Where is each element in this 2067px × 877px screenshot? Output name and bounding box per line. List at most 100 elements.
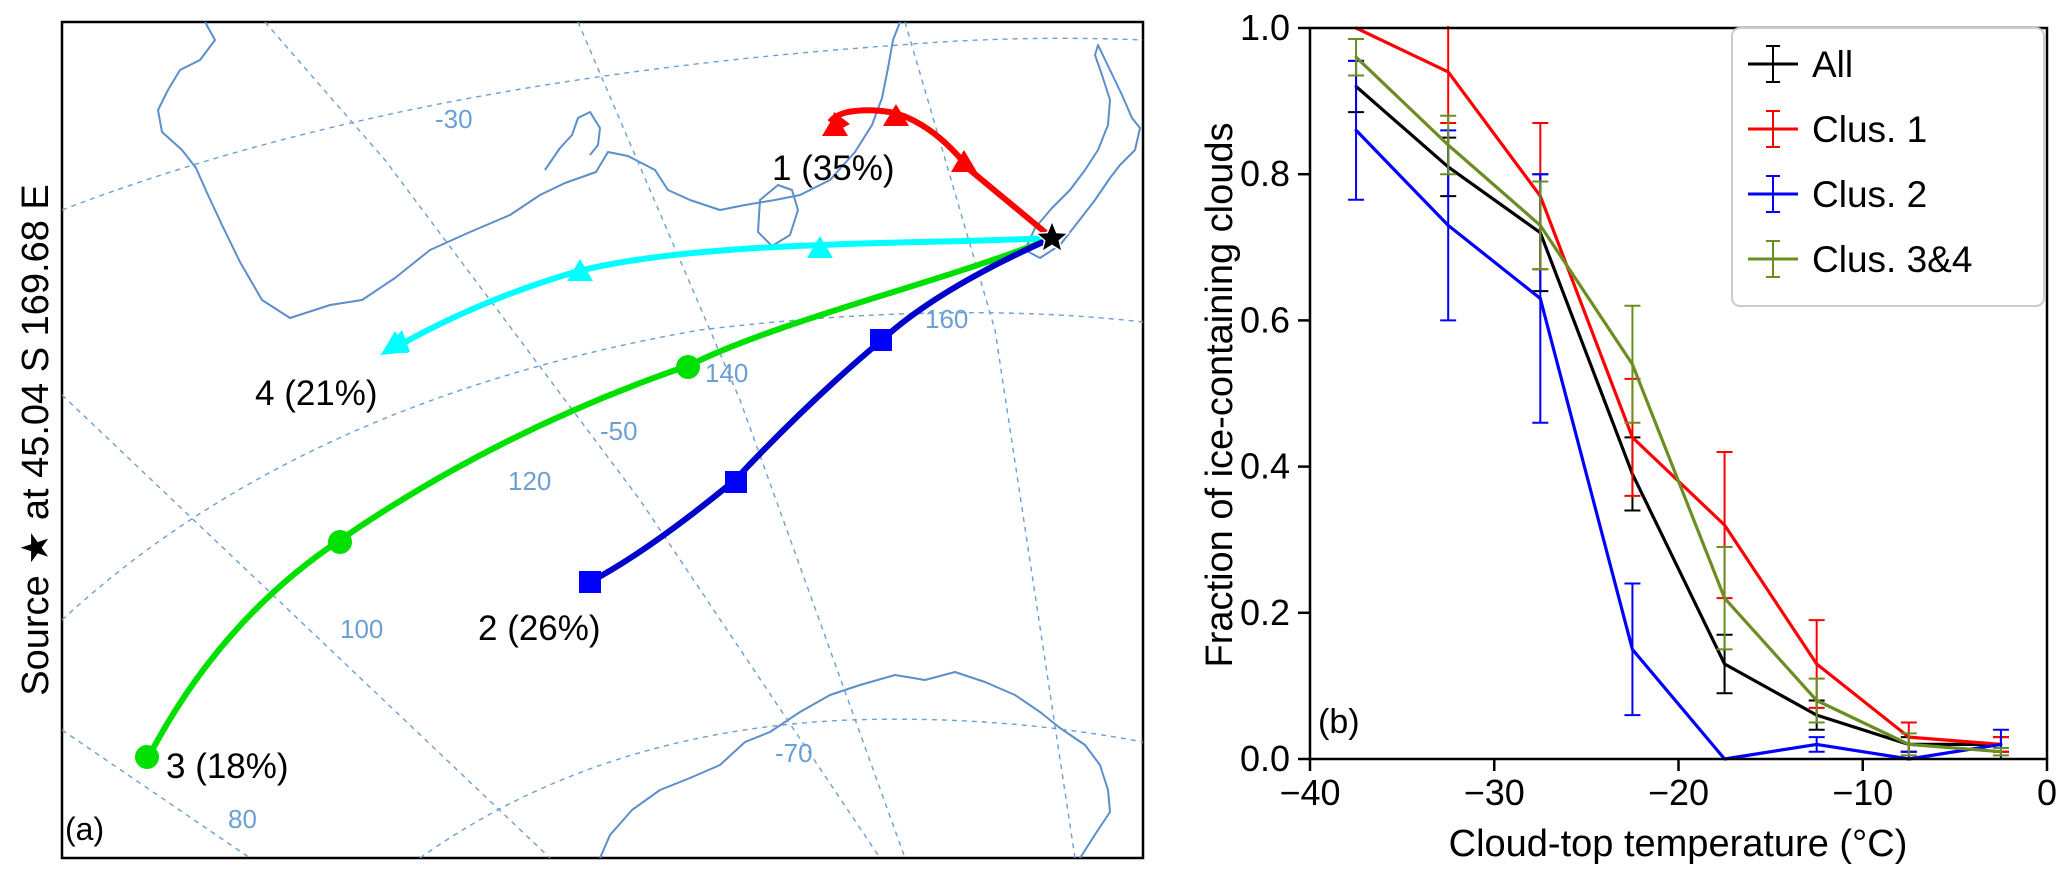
data-point (1815, 662, 1819, 666)
longitude-line (904, 22, 1076, 858)
panel-b-label: (b) (1318, 703, 1360, 741)
trajectory-label-4: 4 (21%) (255, 374, 378, 413)
trajectory-map-panel: -30 -50 -70 80 100 120 140 160 (15, 20, 1145, 860)
chart-y-axis-label: Fraction of ice-containing clouds (1199, 123, 1241, 668)
grid-label-lat-70: -70 (775, 738, 813, 768)
chart-ticks: −40 −30 −20 −10 0 0.0 0.2 0.4 0.6 0.8 1.0 (1240, 7, 2057, 813)
trajectory-4-marker (807, 236, 833, 258)
data-point (1630, 435, 1634, 439)
source-location-label: Source ★ at 45.04 S 169.68 E (15, 184, 57, 696)
trajectory-3-marker (328, 530, 352, 554)
trajectory-4-marker (567, 259, 593, 281)
chart-x-axis-label: Cloud-top temperature (°C) (1449, 823, 1908, 865)
trajectory-2-line (588, 235, 1054, 585)
latitude-line (62, 37, 1143, 211)
x-tick-label: 0 (2037, 772, 2057, 813)
series-line (1354, 129, 2002, 761)
graticule-labels: -30 -50 -70 80 100 120 140 160 (228, 104, 968, 834)
data-point (1630, 647, 1634, 651)
y-tick-label: 1.0 (1240, 7, 1290, 48)
trajectory-1-marker (822, 114, 848, 136)
data-point (1907, 742, 1911, 746)
series-4 (1348, 37, 2009, 757)
grid-label-lon-100: 100 (340, 614, 383, 644)
x-tick-label: −30 (1464, 772, 1525, 813)
legend-label: Clus. 2 (1812, 174, 1927, 215)
trajectory-cluster-4 (380, 235, 1053, 355)
antarctica-coastline (599, 671, 1111, 858)
trajectory-3-marker (135, 745, 159, 769)
y-tick-label: 0.6 (1240, 299, 1290, 340)
data-point (1446, 70, 1450, 74)
data-point (1630, 362, 1634, 366)
chart-legend: All Clus. 1 Clus. 2 Clus. 3&4 (1731, 27, 2045, 307)
trajectory-2-marker (725, 471, 747, 493)
data-point (1538, 296, 1542, 300)
longitude-line (62, 394, 551, 858)
trajectory-2-marker (870, 329, 892, 351)
series-line (1354, 56, 2002, 754)
data-point (1815, 742, 1819, 746)
trajectory-2-marker (579, 571, 601, 593)
trajectory-1-marker (951, 150, 977, 172)
x-tick-label: −20 (1648, 772, 1709, 813)
data-point (1538, 223, 1542, 227)
tasmania-coastline (757, 184, 799, 247)
trajectory-cluster-3 (135, 235, 1054, 769)
data-point (1815, 699, 1819, 703)
legend-label: Clus. 1 (1812, 109, 1927, 150)
trajectory-4-marker (382, 331, 408, 353)
data-point (1446, 223, 1450, 227)
data-point (1723, 596, 1727, 600)
trajectory-cluster-1 (822, 104, 1054, 241)
trajectory-label-1: 1 (35%) (772, 149, 895, 188)
trajectory-3-line (145, 235, 1054, 760)
data-point (1999, 742, 2003, 746)
data-point (1723, 523, 1727, 527)
gulf-coastline (544, 111, 601, 171)
data-point (1446, 143, 1450, 147)
legend-item: Clus. 3&4 (1748, 239, 1972, 280)
legend-label: All (1812, 44, 1853, 85)
data-point (1354, 128, 1358, 132)
trajectories (135, 104, 1071, 769)
y-tick-label: 0.4 (1240, 446, 1290, 487)
trajectory-cluster-2 (579, 235, 1054, 593)
trajectory-4-line (398, 235, 1053, 348)
legend-item: Clus. 1 (1748, 109, 1927, 150)
coastlines (157, 22, 1141, 858)
trajectory-labels: 1 (35%) 2 (26%) 3 (18%) 4 (21%) (166, 149, 895, 786)
y-tick-label: 0.0 (1240, 738, 1290, 779)
trajectory-1-marker (883, 104, 909, 126)
data-point (1999, 750, 2003, 754)
legend-item: All (1748, 44, 1853, 85)
ice-fraction-chart-panel: −40 −30 −20 −10 0 0.0 0.2 0.4 0.6 0.8 1.0 Fraction… (1199, 7, 2057, 865)
series-line (1355, 85, 2001, 747)
trajectory-label-3: 3 (18%) (166, 747, 289, 786)
grid-label-lon-140: 140 (705, 358, 748, 388)
legend-item: Clus. 2 (1748, 174, 1927, 215)
grid-label-lon-120: 120 (508, 466, 551, 496)
longitude-line (62, 729, 251, 858)
longitude-line (577, 22, 906, 858)
legend-items: All Clus. 1 Clus. 2 Clus. 3&4 (1748, 44, 1972, 280)
legend-label: Clus. 3&4 (1812, 239, 1972, 280)
y-tick-label: 0.2 (1240, 592, 1290, 633)
map-graticule (62, 22, 1143, 858)
grid-label-lon-80: 80 (228, 804, 257, 834)
latitude-line (62, 312, 1143, 621)
australia-coastline (157, 22, 901, 319)
data-point (1354, 55, 1358, 59)
grid-label-lat-50: -50 (600, 416, 638, 446)
panel-a-label: (a) (65, 811, 104, 847)
y-tick-label: 0.8 (1240, 153, 1290, 194)
legend-box (1731, 27, 2045, 307)
trajectory-3-marker (676, 355, 700, 379)
x-tick-label: −10 (1832, 772, 1893, 813)
x-tick-label: −40 (1279, 772, 1340, 813)
longitude-line (264, 22, 881, 858)
star-icon (1033, 219, 1071, 254)
trajectory-label-2: 2 (26%) (478, 609, 601, 648)
data-point (1723, 662, 1727, 666)
